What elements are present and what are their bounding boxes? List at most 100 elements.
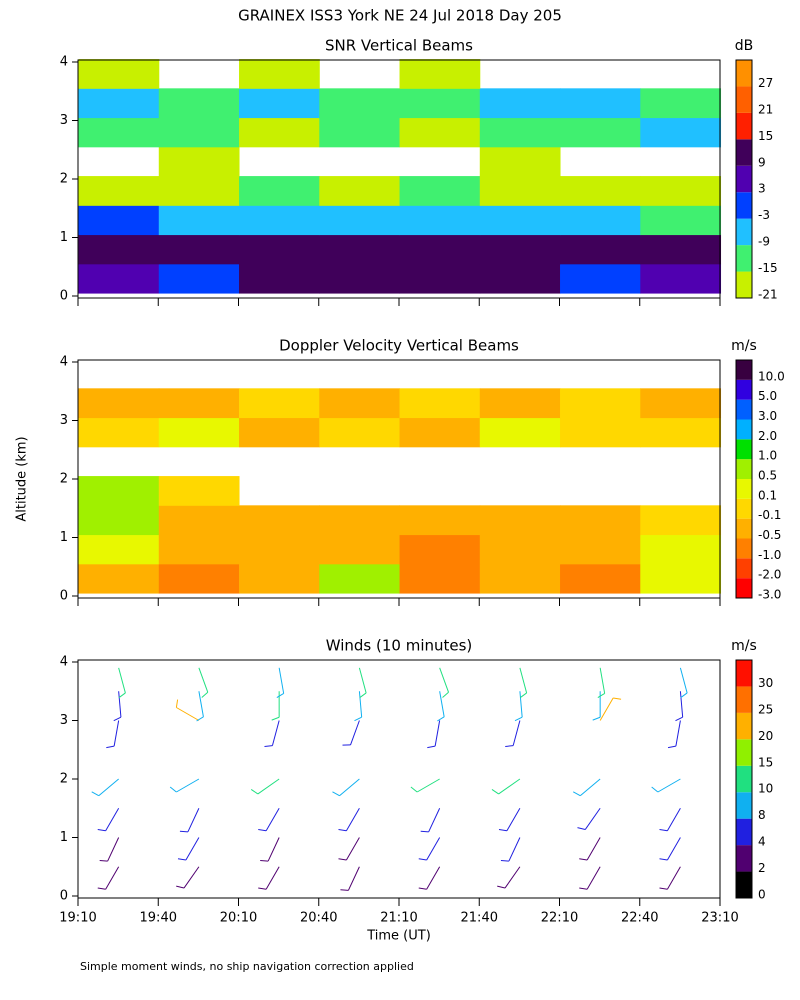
x-tick-label: 20:10 (220, 911, 257, 926)
barb-shaft (584, 807, 601, 830)
y-tick-label: 3 (60, 713, 68, 728)
wind-barb (332, 778, 360, 797)
contour-cell (78, 88, 160, 119)
contour-cell (399, 388, 481, 419)
wind-barb (97, 808, 120, 832)
barb-shaft (679, 691, 684, 718)
colorbar-tick-label: 15 (758, 755, 773, 769)
contour-cell (319, 88, 401, 119)
barb-feather (420, 830, 429, 833)
barb-feather (176, 885, 185, 889)
contour-cell (78, 417, 160, 448)
barb-feather (505, 745, 514, 747)
colorbar-swatch (736, 712, 752, 740)
colorbar-tick-label: -21 (758, 288, 778, 302)
colorbar-tick-label: -3 (758, 208, 770, 222)
y-tick-label: 1 (60, 530, 68, 545)
contour-cell (158, 205, 240, 236)
colorbar-label: m/s (731, 638, 757, 654)
wind-barb (572, 778, 601, 797)
barb-shaft (271, 720, 280, 746)
barb-feather (418, 887, 427, 890)
barb-shaft (176, 778, 200, 793)
colorbar-swatch (736, 192, 752, 219)
contour-cell (319, 388, 401, 419)
wind-barb (175, 699, 200, 721)
barb-shaft (599, 667, 606, 694)
colorbar-swatch (736, 60, 752, 87)
colorbar-tick-label: 25 (758, 702, 773, 716)
wind-barb (250, 778, 280, 795)
colorbar-tick-label: 0.1 (758, 488, 777, 502)
contour-cell (640, 388, 722, 419)
barb-feather (579, 887, 588, 890)
barb-shaft (504, 866, 521, 889)
wind-barb (418, 866, 441, 890)
y-tick-label: 2 (60, 472, 68, 487)
colorbar-tick-label: 3 (758, 182, 766, 196)
barb-feather (651, 786, 659, 793)
colorbar-swatch (736, 538, 752, 559)
colorbar-swatch (736, 439, 752, 460)
wind-barb (342, 720, 360, 746)
contour-cell (239, 505, 320, 536)
contour-cell (479, 534, 561, 565)
contour-cell (399, 563, 481, 594)
contour-cell (399, 176, 481, 206)
barb-feather (437, 716, 445, 722)
colorbar-swatch (736, 86, 752, 113)
barb-feather (667, 745, 676, 749)
barb-shaft (345, 837, 360, 861)
contour-cell (560, 88, 641, 119)
colorbar-frame (735, 59, 753, 299)
contour-cell (78, 534, 160, 565)
contour-cell (78, 59, 160, 89)
barb-feather (497, 885, 506, 889)
colorbar-swatch (736, 479, 752, 499)
wind-barb (679, 667, 688, 699)
contour-cell (319, 563, 401, 594)
barb-shaft (586, 837, 601, 861)
barb-feather (332, 791, 340, 797)
wind-barb (118, 667, 126, 699)
barb-shaft (278, 667, 285, 694)
contour-cell (239, 59, 320, 89)
contour-cell (239, 176, 320, 206)
colorbar-swatch (736, 871, 752, 898)
wind-barb (276, 667, 285, 699)
contour-cell (640, 505, 722, 536)
barb-feather (177, 858, 186, 861)
barb-feather (572, 791, 581, 797)
panel-title: Winds (10 minutes) (326, 637, 473, 655)
barb-feather (659, 887, 668, 890)
colorbar-swatch (736, 112, 752, 140)
wind-barb (497, 866, 521, 889)
barb-shaft (118, 667, 126, 694)
contour-cell (239, 388, 320, 419)
y-axis-label: Altitude (km) (15, 436, 30, 521)
y-tick-label: 0 (60, 589, 68, 604)
colorbar-swatch (736, 379, 752, 400)
wind-barb (491, 778, 521, 795)
wind-barb (519, 667, 528, 699)
barb-feather (338, 858, 347, 861)
barb-feather (118, 692, 126, 699)
contour-cell (78, 388, 160, 419)
contour-cell (399, 417, 481, 448)
barb-shaft (257, 778, 280, 795)
contour-cell (640, 117, 722, 148)
y-tick-label: 3 (60, 413, 68, 428)
colorbar-tick-label: -9 (758, 235, 770, 249)
colorbar-swatch (736, 399, 752, 420)
barb-shaft (416, 778, 440, 793)
barb-feather (442, 691, 449, 698)
barb-shaft (586, 866, 601, 890)
barb-feather (410, 786, 418, 793)
barb-feather (579, 858, 588, 861)
colorbar-tick-label: -0.1 (758, 508, 781, 522)
contour-cell (239, 534, 320, 565)
colorbar-tick-label: 0 (758, 888, 766, 902)
contour-cell (239, 117, 320, 148)
colorbar-tick-label: 27 (758, 76, 773, 90)
barb-feather (97, 829, 106, 832)
